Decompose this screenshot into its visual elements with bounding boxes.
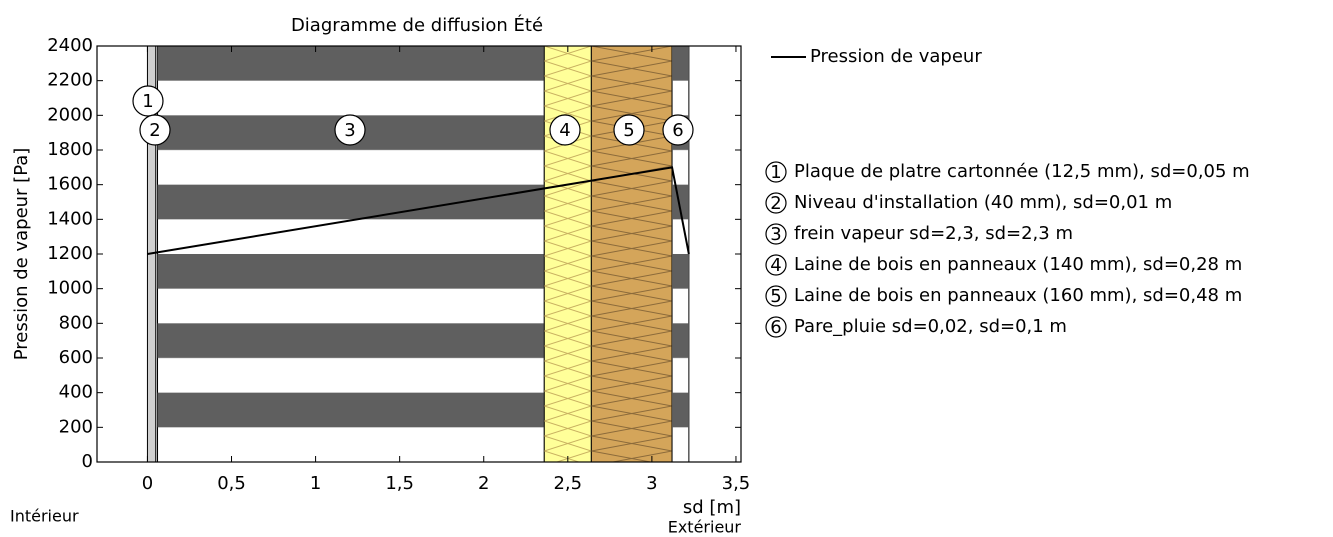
y-tick-label: 600 bbox=[59, 347, 93, 368]
exterior-note: Extérieur bbox=[668, 518, 742, 537]
legend-layer-label: Laine de bois en panneaux (140 mm), sd=0… bbox=[794, 254, 1242, 275]
x-tick-label: 3 bbox=[646, 473, 657, 494]
x-tick-label: 1,5 bbox=[385, 473, 414, 494]
legend-layer-number: 2 bbox=[770, 193, 781, 214]
y-tick-label: 1800 bbox=[47, 139, 93, 160]
legend-layer-number: 1 bbox=[770, 162, 781, 183]
interior-note: Intérieur bbox=[10, 507, 79, 526]
layer-hatch bbox=[591, 46, 672, 462]
legend-layer-label: Laine de bois en panneaux (160 mm), sd=0… bbox=[794, 285, 1242, 306]
x-tick-label: 0 bbox=[142, 473, 153, 494]
x-tick-label: 0,5 bbox=[217, 473, 246, 494]
x-tick-label: 3,5 bbox=[722, 473, 751, 494]
y-tick-label: 400 bbox=[59, 382, 93, 403]
x-tick-label: 1 bbox=[310, 473, 321, 494]
layer-marker-number: 6 bbox=[672, 120, 683, 141]
chart: Diagramme de diffusion Été Pression de v… bbox=[0, 0, 1333, 537]
y-axis-label: Pression de vapeur [Pa] bbox=[11, 148, 32, 361]
y-tick-label: 2400 bbox=[47, 35, 93, 56]
legend-layer-label: frein vapeur sd=2,3, sd=2,3 m bbox=[794, 223, 1073, 244]
legend-layer-label: Pare_pluie sd=0,02, sd=0,1 m bbox=[794, 316, 1067, 337]
y-tick-label: 1200 bbox=[47, 243, 93, 264]
y-tick-label: 1000 bbox=[47, 278, 93, 299]
layer-marker-number: 1 bbox=[142, 91, 153, 112]
y-tick-label: 2200 bbox=[47, 70, 93, 91]
x-axis-label: sd [m] bbox=[683, 497, 741, 518]
layer-marker-number: 5 bbox=[623, 120, 634, 141]
legend-layer-number: 5 bbox=[770, 286, 781, 307]
y-tick-label: 1600 bbox=[47, 174, 93, 195]
layer-marker-number: 2 bbox=[149, 120, 160, 141]
y-tick-label: 800 bbox=[59, 312, 93, 333]
legend-layer-number: 3 bbox=[770, 224, 781, 245]
x-tick-label: 2,5 bbox=[553, 473, 582, 494]
legend-layer-label: Plaque de platre cartonnée (12,5 mm), sd… bbox=[794, 161, 1250, 182]
legend-layer-label: Niveau d'installation (40 mm), sd=0,01 m bbox=[794, 192, 1172, 213]
layer-marker-number: 3 bbox=[344, 120, 355, 141]
layer-hatch bbox=[158, 46, 545, 462]
legend-layer-number: 4 bbox=[770, 255, 781, 276]
chart-title: Diagramme de diffusion Été bbox=[291, 14, 543, 36]
y-tick-label: 200 bbox=[59, 416, 93, 437]
y-tick-label: 0 bbox=[82, 451, 93, 472]
layer-hatch bbox=[544, 46, 591, 462]
plot-area bbox=[147, 46, 688, 462]
layer-hatch bbox=[672, 46, 689, 462]
y-tick-label: 2000 bbox=[47, 104, 93, 125]
y-tick-label: 1400 bbox=[47, 208, 93, 229]
x-tick-label: 2 bbox=[478, 473, 489, 494]
legend-label: Pression de vapeur bbox=[810, 46, 982, 67]
legend-layer-number: 6 bbox=[770, 317, 781, 338]
layer-marker-number: 4 bbox=[559, 120, 570, 141]
